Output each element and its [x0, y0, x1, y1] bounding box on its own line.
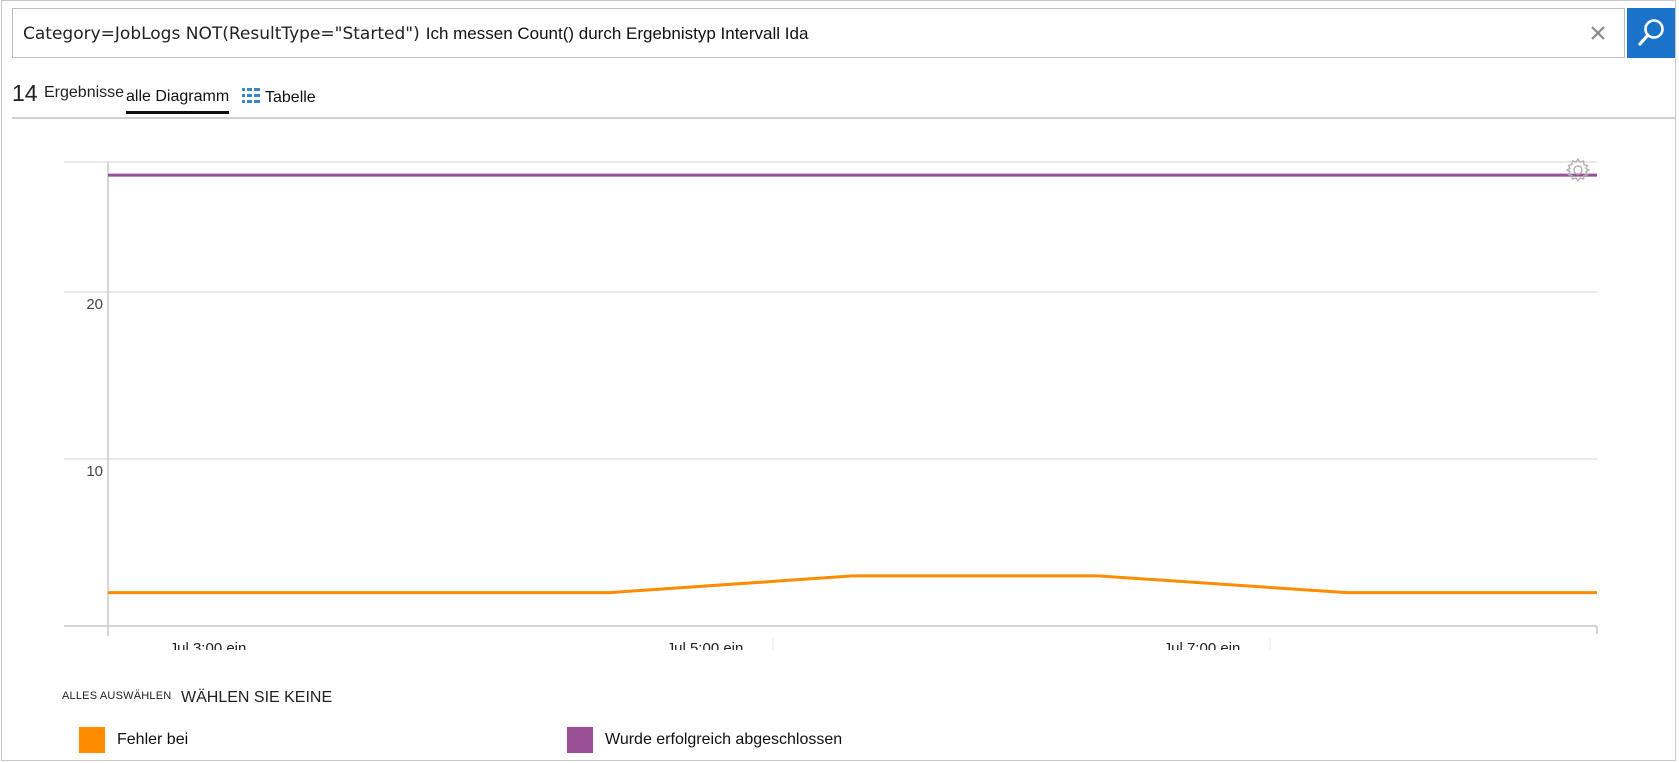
close-icon[interactable] [1586, 21, 1610, 45]
query-text-part: Ich messen Count() durch Ergebnistyp Int… [425, 24, 809, 43]
select-none-button[interactable]: WÄHLEN SIE KEINE [181, 689, 333, 706]
result-label: Ergebnisse [44, 84, 125, 101]
result-count: 14 [12, 80, 38, 106]
search-icon [1638, 19, 1664, 46]
x-tick-label-0: Jul 3:00 ein [170, 640, 247, 650]
legend-label-completed: Wurde erfolgreich abgeschlossen [605, 731, 843, 748]
x-tick-label-1: Jul 5:00 ein [667, 640, 744, 650]
tab-divider [12, 117, 1675, 119]
tab-table[interactable]: Tabelle [265, 89, 316, 106]
legend-item-completed[interactable]: Wurde erfolgreich abgeschlossen [567, 726, 842, 754]
y-tick-label-1: 20 [86, 296, 103, 313]
results-row: 14 Ergebnisse alle Diagramm Tabelle [12, 78, 1675, 118]
search-input[interactable]: Category=JobLogs NOT(ResultType="Started… [12, 8, 1625, 58]
legend-swatch-completed [567, 727, 593, 753]
gear-icon[interactable] [1565, 157, 1591, 183]
query-keyword-part: Category=JobLogs NOT(ResultType="Started… [23, 24, 420, 44]
x-tick-label-2: Jul 7:00 ein [1164, 640, 1241, 650]
search-button[interactable] [1627, 8, 1675, 58]
legend-item-errors[interactable]: Fehler bei [79, 726, 188, 754]
table-icon[interactable] [242, 87, 262, 105]
select-all-button[interactable]: ALLES AUSWÄHLEN [62, 690, 172, 702]
line-chart: 10 20 Jul 3:00 ein Jul 5:00 ein Jul 7:00 ein [0, 120, 1679, 650]
search-bar: Category=JobLogs NOT(ResultType="Started… [12, 8, 1675, 58]
y-tick-label-0: 10 [86, 463, 103, 480]
legend-swatch-errors [79, 727, 105, 753]
chart-svg: 10 20 Jul 3:00 ein Jul 5:00 ein Jul 7:00 ein [64, 161, 1598, 650]
query-text: Category=JobLogs NOT(ResultType="Started… [23, 23, 808, 44]
legend-label-errors: Fehler bei [117, 731, 189, 748]
tab-charts[interactable]: alle Diagramm [126, 88, 230, 114]
series-line-0 [108, 574, 1597, 595]
